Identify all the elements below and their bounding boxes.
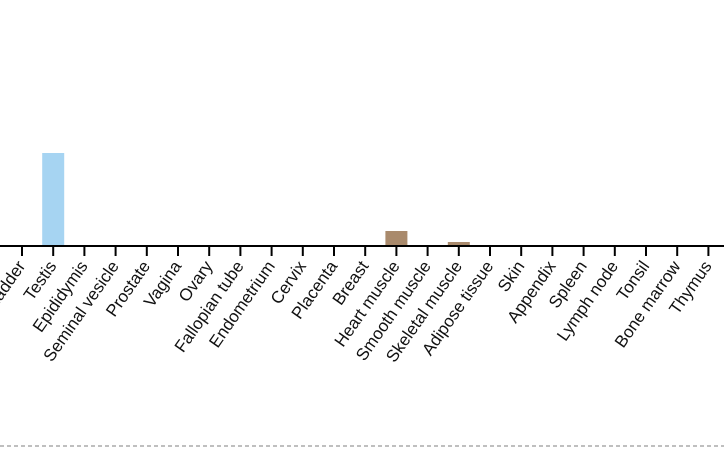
x-tick-label: Urinary bladder [0,257,29,363]
bar [42,153,65,246]
bar [385,231,408,246]
bar [447,242,470,246]
